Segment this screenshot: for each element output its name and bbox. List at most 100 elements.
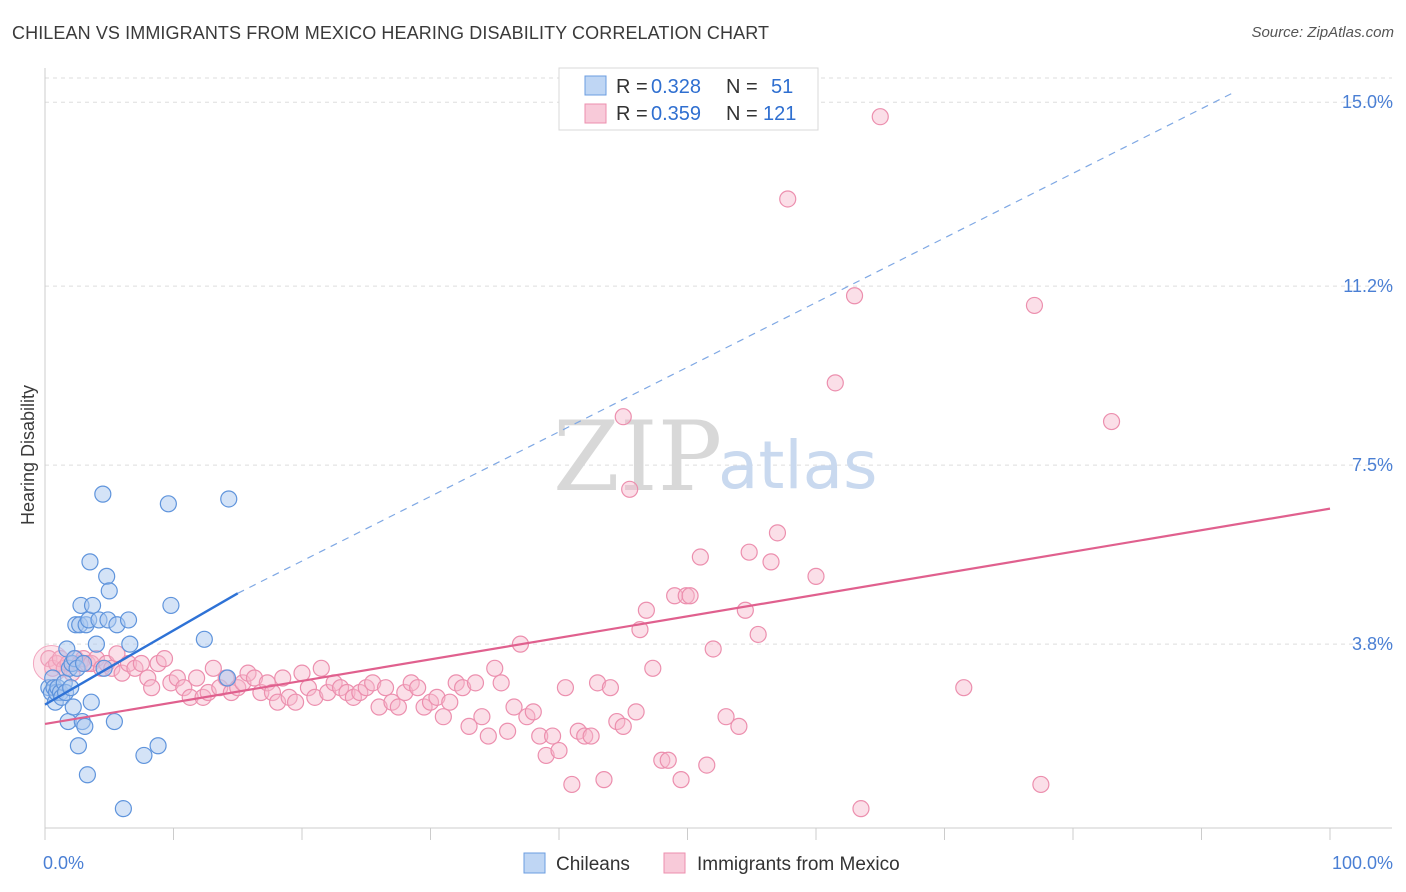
bottom-legend: Chileans Immigrants from Mexico [523, 852, 900, 875]
point-mexico [677, 587, 695, 605]
bottom-legend-swatch-chileans [523, 852, 546, 874]
point-mexico [370, 698, 388, 716]
point-mexico [537, 746, 555, 765]
point-mexico [681, 587, 699, 605]
point-mexico [155, 650, 174, 668]
point-mexico [143, 679, 161, 697]
point-mexico [807, 567, 825, 585]
point-mexico [779, 190, 797, 208]
point-mexico [845, 287, 864, 305]
point-mexico [479, 727, 497, 745]
legend-r-label-1: R = [616, 76, 648, 98]
point-mexico [556, 679, 575, 697]
chart-title: CHILEAN VS IMMIGRANTS FROM MEXICO HEARIN… [12, 23, 770, 43]
point-mexico [113, 664, 131, 682]
point-mexico [614, 408, 632, 426]
point-mexico [691, 548, 709, 566]
point-mexico [627, 703, 645, 721]
point-chilean [83, 596, 102, 615]
point-mexico [1102, 412, 1121, 431]
point-mexico [601, 679, 620, 697]
point-mexico [396, 683, 414, 702]
point-mexico [588, 674, 607, 692]
point-mexico [524, 703, 542, 721]
point-chilean [149, 737, 167, 755]
point-mexico [293, 664, 311, 682]
point-chilean [220, 490, 238, 508]
axes [44, 68, 1392, 840]
trend-line-mexico [44, 507, 1331, 726]
point-mexico [409, 679, 427, 697]
point-mexico [653, 751, 671, 769]
point-mexico [644, 659, 662, 677]
point-chilean [82, 693, 100, 711]
point-chilean [159, 495, 177, 513]
point-mexico [286, 693, 305, 711]
point-mexico [132, 654, 150, 673]
y-tick-label: 3.8% [1352, 634, 1393, 654]
legend-box: R = 0.328 N = 51 R = 0.359 N = 121 [558, 67, 819, 131]
point-mexico [505, 698, 523, 716]
point-mexico [486, 659, 504, 677]
point-mexico [582, 727, 600, 745]
point-mexico [245, 669, 264, 687]
y-tick-label: 11.2% [1343, 276, 1393, 296]
trend-line-chileans-extension [237, 91, 1234, 594]
trend-lines [44, 91, 1331, 726]
point-mexico [175, 679, 193, 697]
point-chilean [105, 712, 123, 731]
x-tick-label: 0.0% [43, 853, 84, 873]
point-mexico [376, 679, 395, 697]
point-chilean [81, 553, 99, 571]
watermark-atlas: atlas [718, 427, 878, 504]
point-mexico [543, 727, 562, 745]
legend-swatch-chileans [584, 75, 607, 96]
point-mexico [698, 756, 716, 774]
trend-line-chileans [44, 592, 239, 706]
point-mexico [460, 717, 478, 735]
point-mexico [473, 708, 491, 726]
point-chilean [94, 485, 112, 503]
point-mexico [621, 480, 639, 498]
point-chilean [74, 654, 93, 673]
point-chilean [162, 596, 180, 615]
point-mexico [492, 674, 510, 692]
point-mexico [1025, 296, 1044, 315]
bottom-legend-chileans: Chileans [556, 854, 630, 875]
x-tick-label: 100.0% [1332, 853, 1393, 873]
point-mexico [955, 679, 973, 697]
legend-n-value-1: 51 [771, 76, 793, 98]
bottom-legend-swatch-mexico [663, 852, 686, 874]
tick-labels: 3.8% 7.5% 11.2% 15.0% 0.0% 100.0% [43, 92, 1393, 873]
point-mexico [389, 698, 407, 716]
point-chilean [100, 582, 118, 600]
point-chilean [119, 611, 138, 629]
point-chilean [69, 737, 88, 755]
point-mexico [466, 674, 485, 692]
point-mexico [274, 669, 292, 687]
point-mexico [531, 727, 549, 745]
point-mexico [704, 640, 722, 658]
legend-r-value-1: 0.328 [651, 76, 701, 98]
point-mexico [139, 669, 157, 687]
y-tick-label: 7.5% [1352, 455, 1393, 475]
point-mexico [1032, 775, 1050, 794]
source-label: Source: ZipAtlas.com [1251, 24, 1394, 41]
point-mexico [306, 688, 324, 706]
point-chilean [78, 766, 97, 784]
point-mexico [188, 669, 206, 687]
point-mexico [852, 800, 870, 818]
point-mexico [614, 717, 632, 735]
point-chilean [135, 746, 153, 765]
point-mexico [499, 722, 517, 740]
point-mexico [717, 708, 735, 726]
point-mexico [768, 524, 787, 542]
legend-n-label-1: N = [726, 76, 758, 98]
point-chilean [64, 698, 82, 716]
watermark: ZIP atlas [553, 401, 878, 513]
point-chilean [218, 669, 237, 687]
bottom-legend-mexico: Immigrants from Mexico [697, 854, 900, 875]
point-mexico [454, 679, 472, 697]
point-mexico [672, 771, 690, 789]
